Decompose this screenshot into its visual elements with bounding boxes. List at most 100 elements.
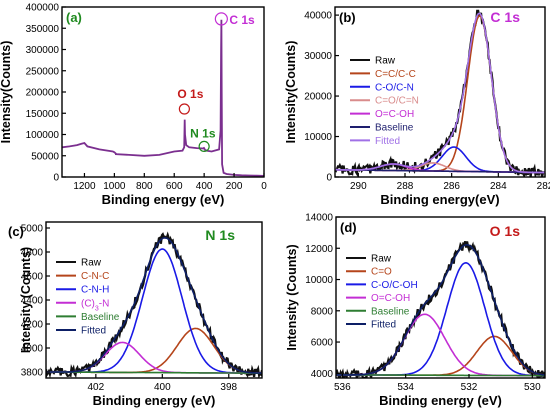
panel-label: (a) <box>66 10 82 25</box>
legend-label: Fitted <box>81 326 106 337</box>
series-line-raw <box>46 231 262 378</box>
peak-marker <box>214 12 228 26</box>
plot-frame <box>334 6 546 178</box>
chart-panel-2: 290 288 286 284 282 0 10000 20000 30000 40000 Bind… <box>284 6 550 207</box>
series-line-baseline <box>335 168 545 174</box>
series-line-fitted <box>46 236 262 374</box>
y-tick-label: 100000 <box>26 130 60 141</box>
peak-annotation: C 1s <box>229 13 255 27</box>
y-tick-label: 4000 <box>311 369 334 380</box>
y-tick-label: 400000 <box>26 3 60 14</box>
y-tick-label: 150000 <box>26 109 60 120</box>
legend-label: C=O/C=N <box>375 96 419 107</box>
series-line-baseline <box>46 371 262 375</box>
y-tick-label: 10000 <box>305 275 333 286</box>
y-tick-label: 0 <box>326 173 332 184</box>
panel-label: (c) <box>8 224 24 239</box>
legend-label: (C)3-N <box>81 298 109 312</box>
legend-label: Fitted <box>371 320 396 331</box>
y-tick-label: 300000 <box>26 45 60 56</box>
series-line-c-o-c-oh <box>336 261 545 377</box>
panel-title: N 1s <box>205 227 235 243</box>
series-line-fitted <box>335 12 545 174</box>
legend: Raw C=O C-O/C-OH O=C-OH Baseline Fitted <box>346 254 418 331</box>
series-line-baseline <box>336 374 545 377</box>
series-line-raw <box>336 240 545 378</box>
legend-label: Baseline <box>371 306 410 317</box>
y-tick-label: 40000 <box>304 11 332 22</box>
y-tick-label: 20000 <box>304 92 332 103</box>
y-tick-label: 30000 <box>304 51 332 62</box>
x-axis-label: Binding energy (eV) <box>93 393 216 408</box>
plot-area-4 <box>336 240 545 378</box>
y-tick-label: 4200 <box>21 320 44 331</box>
y-tick-label: 4400 <box>21 296 44 307</box>
chart-panel-3: 402 400 398 3800 4000 4200 4400 4600 4800 5000 Bin… <box>8 221 263 408</box>
plot-area-3 <box>46 231 262 378</box>
y-tick-label: 4600 <box>21 272 44 283</box>
x-tick-label: 290 <box>350 181 367 192</box>
legend-subscript: 3 <box>95 305 99 312</box>
panel-label: (d) <box>340 220 357 235</box>
series-line-raw <box>335 9 545 177</box>
peak-annotation: N 1s <box>190 126 216 140</box>
chart-panel-1: 1200 1000 800 600 400 200 0 0 50000 100000 150000 2… <box>0 3 267 208</box>
x-tick-label: 282 <box>537 181 550 192</box>
legend-label: C=O <box>371 267 392 278</box>
legend-suffix: -N <box>99 298 110 309</box>
x-tick-label: 1000 <box>103 181 126 192</box>
y-tick-label: 10000 <box>304 132 332 143</box>
chart-panel-4: 536 534 532 530 4000 6000 8000 10000 12000 14000 B… <box>285 213 546 408</box>
x-tick-label: 398 <box>220 382 237 393</box>
y-tick-label: 6000 <box>311 338 334 349</box>
legend-label: C-O/C-OH <box>371 280 418 291</box>
legend-label: Raw <box>375 56 396 67</box>
y-axis-label: Intensity(Counts) <box>0 41 13 144</box>
x-tick-label: 200 <box>226 181 243 192</box>
plot-area-2 <box>335 9 545 177</box>
legend-label: Baseline <box>375 123 414 134</box>
x-axis-label: Binding energy (eV) <box>102 192 225 207</box>
legend-label: O=C-OH <box>375 109 414 120</box>
panel-title: O 1s <box>490 223 521 239</box>
series-line-c-n-h <box>46 248 262 375</box>
x-axis-label: Binding energy(eV) <box>380 192 499 207</box>
plot-frame <box>61 6 265 178</box>
x-tick-label: 286 <box>443 181 460 192</box>
y-tick-label: 200000 <box>26 88 60 99</box>
x-tick-label: 800 <box>136 181 153 192</box>
panel-label: (b) <box>339 10 356 25</box>
legend-label: Raw <box>371 254 392 265</box>
peak-annotation: O 1s <box>177 87 203 101</box>
peak-marker <box>178 103 190 115</box>
panel-title: C 1s <box>490 9 520 25</box>
legend-label: C-O/C-N <box>375 82 414 93</box>
y-axis-label: Intensity (Counts) <box>285 244 299 350</box>
x-tick-label: 400 <box>154 382 171 393</box>
y-tick-label: 250000 <box>26 66 60 77</box>
peak-marker <box>198 140 210 152</box>
x-tick-label: 1200 <box>73 181 96 192</box>
series-line-fitted <box>336 244 545 376</box>
y-axis-label: Intensity (Counts) <box>19 247 33 353</box>
y-tick-label: 8000 <box>311 306 334 317</box>
legend-label: Raw <box>81 258 102 269</box>
x-tick-label: 288 <box>397 181 414 192</box>
x-tick-label: 532 <box>461 382 478 393</box>
x-tick-label: 534 <box>397 382 414 393</box>
x-tick-label: 600 <box>166 181 183 192</box>
y-tick-label: 0 <box>53 173 59 184</box>
plot-frame <box>45 221 263 379</box>
y-tick-label: 350000 <box>26 24 60 35</box>
legend: Raw C=C/C-C C-O/C-N C=O/C=N O=C-OH Baseline Fi… <box>350 56 419 147</box>
series-line-survey <box>62 19 264 177</box>
y-tick-label: 5000 <box>21 224 44 235</box>
x-tick-label: 284 <box>490 181 507 192</box>
y-tick-label: 14000 <box>305 213 333 224</box>
legend-label: Fitted <box>375 136 400 147</box>
x-tick-label: 400 <box>196 181 213 192</box>
y-tick-label: 4000 <box>21 344 44 355</box>
legend-label: C-N-C <box>81 271 109 282</box>
